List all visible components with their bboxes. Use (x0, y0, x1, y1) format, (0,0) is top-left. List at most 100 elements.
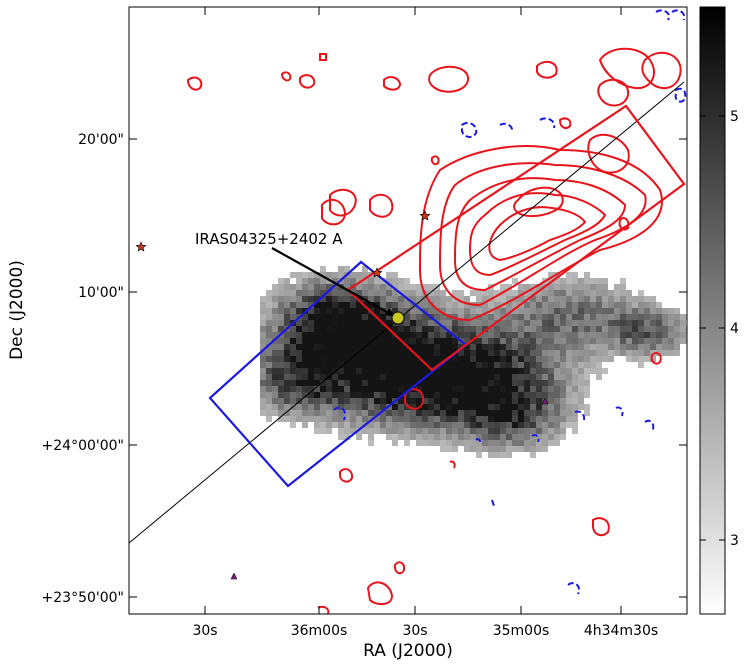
image-pixel (338, 416, 344, 422)
image-pixel (500, 422, 506, 428)
image-pixel (470, 380, 476, 386)
image-pixel (452, 404, 458, 410)
image-pixel (290, 350, 296, 356)
image-pixel (512, 332, 518, 338)
image-pixel (302, 374, 308, 380)
image-pixel (632, 338, 638, 344)
image-pixel (488, 416, 494, 422)
image-pixel (512, 386, 518, 392)
image-pixel (266, 392, 272, 398)
image-pixel (344, 410, 350, 416)
image-pixel (542, 290, 548, 296)
image-pixel (536, 290, 542, 296)
image-pixel (584, 356, 590, 362)
image-pixel (464, 344, 470, 350)
image-pixel (626, 296, 632, 302)
image-pixel (368, 434, 374, 440)
image-pixel (290, 338, 296, 344)
image-pixel (266, 374, 272, 380)
image-pixel (560, 434, 566, 440)
image-pixel (542, 338, 548, 344)
image-pixel (446, 416, 452, 422)
image-pixel (332, 338, 338, 344)
image-pixel (602, 344, 608, 350)
image-pixel (602, 278, 608, 284)
image-pixel (422, 386, 428, 392)
image-pixel (560, 290, 566, 296)
image-pixel (572, 404, 578, 410)
image-pixel (578, 302, 584, 308)
image-pixel (458, 398, 464, 404)
image-pixel (410, 338, 416, 344)
image-pixel (470, 326, 476, 332)
image-pixel (326, 386, 332, 392)
image-pixel (452, 308, 458, 314)
image-pixel (572, 302, 578, 308)
image-pixel (542, 302, 548, 308)
image-pixel (272, 284, 278, 290)
image-pixel (428, 392, 434, 398)
image-pixel (512, 416, 518, 422)
image-pixel (284, 380, 290, 386)
image-pixel (356, 368, 362, 374)
image-pixel (374, 290, 380, 296)
image-pixel (548, 308, 554, 314)
image-pixel (284, 398, 290, 404)
image-pixel (302, 392, 308, 398)
image-pixel (374, 416, 380, 422)
image-pixel (362, 326, 368, 332)
image-pixel (332, 356, 338, 362)
star-marker (371, 267, 383, 278)
image-pixel (614, 326, 620, 332)
image-pixel (266, 320, 272, 326)
image-pixel (524, 350, 530, 356)
image-pixel (446, 296, 452, 302)
image-pixel (590, 362, 596, 368)
image-pixel (296, 272, 302, 278)
image-pixel (422, 434, 428, 440)
image-pixel (470, 416, 476, 422)
image-pixel (590, 368, 596, 374)
image-pixel (356, 332, 362, 338)
image-pixel (416, 284, 422, 290)
image-pixel (428, 404, 434, 410)
image-pixel (590, 278, 596, 284)
image-pixel (422, 440, 428, 446)
image-pixel (272, 350, 278, 356)
image-pixel (584, 302, 590, 308)
image-pixel (302, 302, 308, 308)
image-pixel (338, 326, 344, 332)
image-pixel (278, 302, 284, 308)
image-pixel (578, 398, 584, 404)
image-pixel (518, 296, 524, 302)
image-pixel (296, 392, 302, 398)
image-pixel (638, 356, 644, 362)
image-pixel (380, 326, 386, 332)
image-pixel (566, 332, 572, 338)
image-pixel (332, 416, 338, 422)
image-pixel (446, 392, 452, 398)
image-pixel (542, 416, 548, 422)
image-pixel (464, 398, 470, 404)
image-pixel (512, 398, 518, 404)
image-pixel (362, 308, 368, 314)
image-pixel (470, 350, 476, 356)
image-pixel (434, 332, 440, 338)
image-pixel (320, 284, 326, 290)
image-pixel (386, 422, 392, 428)
image-pixel (608, 326, 614, 332)
image-pixel (410, 368, 416, 374)
image-pixel (680, 314, 686, 320)
image-pixel (440, 296, 446, 302)
image-pixel (668, 308, 674, 314)
image-pixel (476, 452, 482, 458)
image-pixel (440, 410, 446, 416)
image-pixel (476, 404, 482, 410)
image-pixel (428, 422, 434, 428)
image-pixel (362, 278, 368, 284)
image-pixel (410, 284, 416, 290)
image-pixel (374, 380, 380, 386)
image-pixel (476, 386, 482, 392)
image-pixel (590, 296, 596, 302)
image-pixel (458, 332, 464, 338)
